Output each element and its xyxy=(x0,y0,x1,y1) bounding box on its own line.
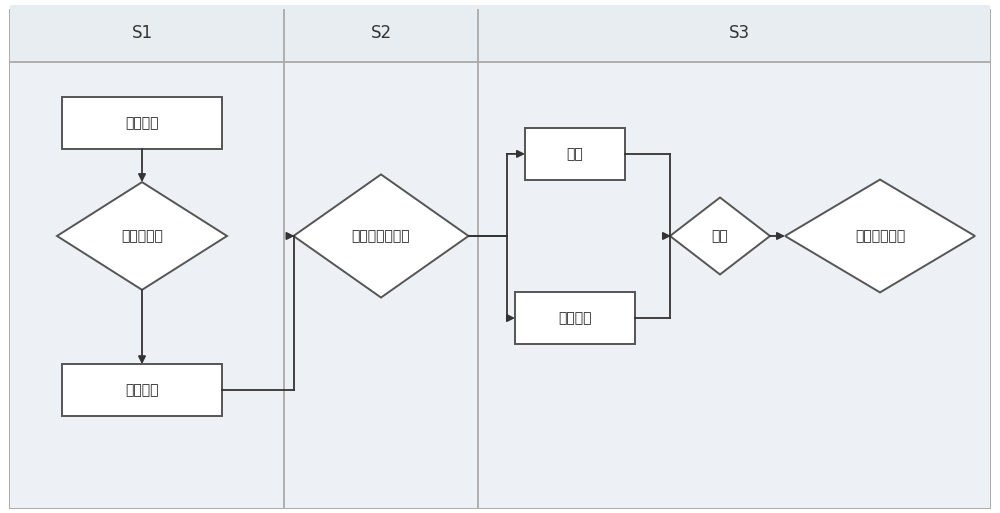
Bar xyxy=(525,128,625,180)
Text: 图像序列: 图像序列 xyxy=(125,116,159,130)
Text: 全局判定网络: 全局判定网络 xyxy=(855,229,905,243)
Bar xyxy=(62,97,222,149)
Text: 候选结节: 候选结节 xyxy=(125,383,159,397)
Bar xyxy=(62,364,222,416)
Polygon shape xyxy=(785,180,975,292)
Bar xyxy=(515,292,635,344)
Polygon shape xyxy=(294,174,468,298)
Bar xyxy=(10,62,990,508)
Text: S1: S1 xyxy=(131,24,153,43)
Text: S2: S2 xyxy=(370,24,392,43)
Polygon shape xyxy=(57,182,227,290)
Text: 全局特征: 全局特征 xyxy=(558,311,592,325)
Text: 融合: 融合 xyxy=(712,229,728,243)
Text: 假阳性抑制网络: 假阳性抑制网络 xyxy=(352,229,410,243)
Polygon shape xyxy=(670,198,770,274)
Bar xyxy=(10,5,990,62)
Text: S3: S3 xyxy=(728,24,750,43)
Text: 粗检测网络: 粗检测网络 xyxy=(121,229,163,243)
Text: 特征: 特征 xyxy=(567,147,583,161)
